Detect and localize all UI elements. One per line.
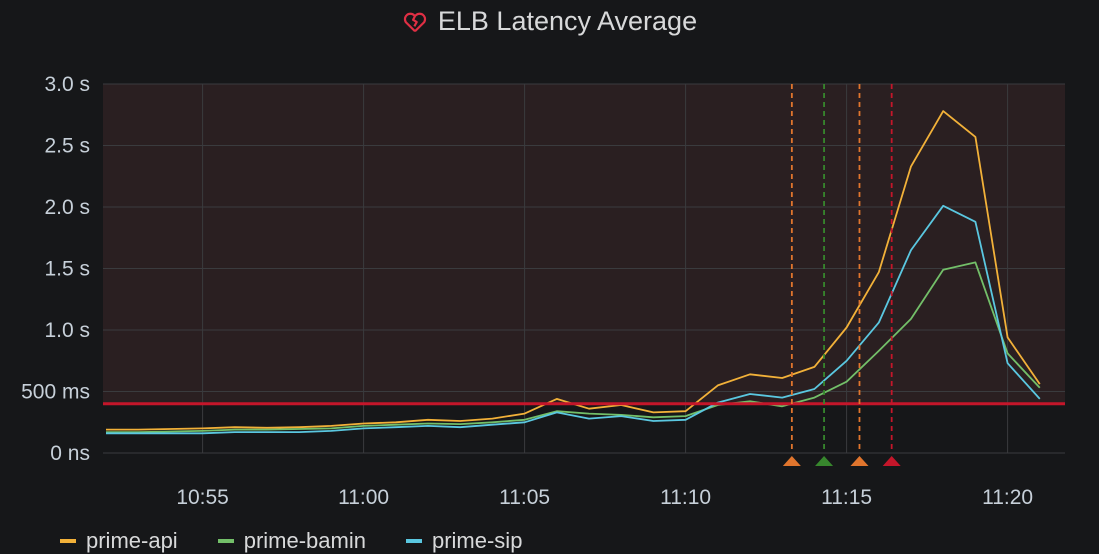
y-tick-label: 1.0 s [44,319,90,342]
y-tick-label: 2.5 s [44,135,90,158]
annotation-marker [782,456,801,466]
legend-item[interactable]: prime-api [60,528,178,554]
y-tick-label: 3.0 s [44,73,90,96]
alert-region [103,84,1065,404]
annotation-marker [850,456,869,466]
legend-label: prime-api [86,528,178,553]
legend-swatch [60,539,76,543]
panel-title-bar[interactable]: ELB Latency Average [0,6,1099,37]
legend-item[interactable]: prime-bamin [217,528,366,554]
y-tick-label: 1.5 s [44,258,90,281]
legend-swatch [405,539,422,543]
series-line-prime-bamin [106,261,1041,434]
y-tick-label: 0 ns [50,442,90,465]
y-tick-label: 500 ms [21,381,90,404]
x-tick-label: 11:05 [499,486,550,509]
annotation-marker [815,456,834,466]
legend-swatch [217,539,234,543]
panel-title: ELB Latency Average [437,6,698,36]
broken-heart-icon [403,12,427,32]
x-tick-label: 11:10 [660,486,711,509]
legend-label: prime-bamin [243,528,366,553]
annotation-marker [882,456,901,466]
legend-label: prime-sip [431,528,523,553]
chart-legend: prime-api prime-bamin prime-sip [60,528,522,554]
y-tick-label: 2.0 s [44,196,90,219]
x-tick-label: 11:20 [982,486,1033,509]
series-line-prime-sip [106,204,1041,435]
legend-item[interactable]: prime-sip [405,528,523,554]
x-tick-label: 11:00 [338,486,389,509]
x-tick-label: 10:55 [176,486,229,509]
x-tick-label: 11:15 [821,486,872,509]
